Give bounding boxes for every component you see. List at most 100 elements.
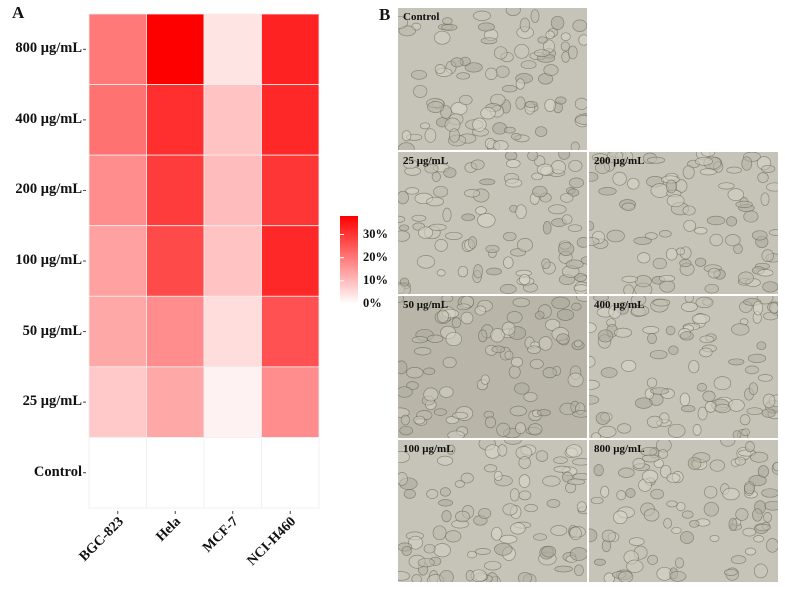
cell-shape (722, 487, 740, 501)
cell-shape (556, 333, 570, 345)
cell-shape (474, 305, 487, 316)
cell-shape (714, 403, 731, 414)
cell-shape (692, 424, 702, 436)
row-label: 50 μg/mL (22, 322, 82, 339)
cell-culture-texture (398, 152, 587, 294)
cell-shape (632, 458, 646, 469)
cell-shape (742, 527, 757, 537)
cell-shape (538, 336, 553, 351)
cell-shape (551, 296, 570, 310)
cell-shape (732, 430, 742, 438)
cell-shape (606, 229, 625, 243)
cell-shape (671, 526, 682, 535)
cell-shape (423, 387, 439, 402)
cell-shape (490, 328, 505, 343)
cell-shape (427, 334, 444, 343)
cell-shape (613, 327, 633, 338)
cell-shape (478, 329, 488, 343)
cell-shape (506, 159, 521, 169)
cell-shape (666, 472, 681, 484)
cell-shape (530, 9, 540, 23)
cell-shape (479, 178, 496, 186)
cell-shape (621, 202, 636, 211)
heatmap-cell (261, 225, 320, 297)
cell-shape (723, 568, 738, 576)
cell-shape (626, 559, 644, 573)
cell-shape (682, 165, 695, 180)
cell-shape (413, 84, 428, 98)
cell-shape (694, 227, 708, 235)
cell-shape (546, 499, 561, 508)
cell-shape (699, 335, 715, 344)
cell-shape (456, 72, 471, 80)
cell-shape (747, 353, 767, 364)
cell-shape (676, 501, 686, 512)
cell-shape (650, 387, 669, 395)
heatmap-cell (88, 437, 147, 509)
panel-label-a: A (12, 3, 25, 22)
cell-shape (503, 231, 517, 242)
cell-shape (545, 30, 555, 40)
cell-shape (424, 128, 437, 143)
cell-shape (699, 168, 717, 176)
cell-shape (401, 130, 412, 142)
cell-shape (681, 404, 696, 413)
cell-shape (769, 302, 778, 314)
cell-shape (666, 194, 685, 208)
cell-shape (511, 356, 523, 368)
cell-shape (503, 256, 514, 269)
cell-shape (455, 510, 470, 523)
cell-shape (766, 538, 778, 553)
cell-shape (445, 231, 463, 240)
heatmap-cell (261, 366, 320, 438)
cell-shape (516, 238, 534, 252)
micrograph-label: 200 μg/mL (594, 155, 645, 167)
cell-shape (433, 543, 451, 558)
cell-shape (704, 401, 717, 413)
cell-shape (593, 558, 606, 566)
cell-shape (491, 345, 506, 354)
cell-shape (725, 234, 741, 247)
cell-shape (423, 367, 436, 375)
cell-shape (437, 455, 454, 466)
cell-shape (694, 257, 707, 267)
heatmap-cell (261, 84, 320, 156)
cell-shape (480, 374, 490, 385)
cell-shape (459, 94, 473, 106)
cell-shape (741, 156, 753, 171)
cell-shape (527, 152, 539, 161)
cell-shape (691, 313, 711, 324)
cell-shape (433, 30, 451, 45)
cell-shape (667, 423, 686, 438)
cell-shape (518, 273, 531, 286)
cell-shape (597, 329, 614, 343)
cell-shape (752, 508, 763, 522)
cell-shape (674, 557, 685, 569)
cell-shape (642, 326, 660, 334)
cell-shape (535, 450, 549, 462)
heatmap-cell (261, 13, 320, 85)
cell-shape (755, 523, 771, 532)
cell-shape (589, 355, 596, 368)
cell-shape (569, 547, 587, 561)
cell-shape (576, 237, 587, 248)
cell-shape (398, 451, 410, 463)
cell-shape (509, 488, 520, 502)
cell-shape (751, 230, 768, 241)
cell-shape (575, 115, 587, 125)
cell-shape (558, 152, 571, 160)
cell-shape (439, 487, 451, 497)
heatmap-cell (88, 366, 147, 438)
cell-shape (757, 374, 773, 382)
heatmap-cell (203, 84, 262, 156)
cell-shape (613, 510, 628, 525)
cell-shape (720, 440, 736, 447)
cell-shape (707, 267, 721, 279)
micrograph-image: 50 μg/mL (398, 296, 587, 438)
cell-shape (555, 96, 567, 105)
cell-shape (763, 311, 778, 321)
cell-culture-texture (589, 296, 778, 438)
cell-shape (649, 349, 668, 360)
cell-shape (403, 158, 418, 170)
cell-shape (628, 537, 645, 546)
